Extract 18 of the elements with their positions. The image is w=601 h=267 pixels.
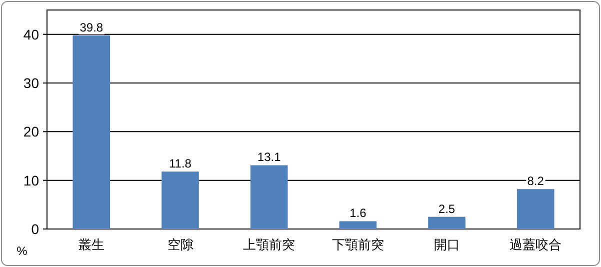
x-tick-label: 下顎前突 bbox=[332, 237, 384, 252]
x-tick-label: 過蓋咬合 bbox=[510, 237, 562, 252]
data-label: 8.2 bbox=[527, 174, 544, 188]
y-axis-title: % bbox=[16, 244, 28, 258]
data-label: 2.5 bbox=[438, 202, 456, 216]
x-tick-label: 空隙 bbox=[167, 237, 194, 252]
data-label: 39.8 bbox=[80, 20, 104, 34]
data-label: 13.1 bbox=[257, 150, 282, 164]
x-tick-label: 開口 bbox=[434, 237, 460, 252]
y-tick-label: 10 bbox=[23, 172, 40, 188]
y-tick-label: 0 bbox=[31, 221, 40, 237]
x-tick-label: 上顎前突 bbox=[243, 237, 296, 252]
y-tick-label: 30 bbox=[23, 75, 40, 91]
data-label: 1.6 bbox=[350, 206, 367, 220]
y-tick-label: 40 bbox=[23, 26, 40, 42]
y-tick-label: 20 bbox=[23, 124, 40, 140]
x-tick-label: 叢生 bbox=[78, 237, 104, 252]
data-label: 11.8 bbox=[169, 156, 192, 171]
